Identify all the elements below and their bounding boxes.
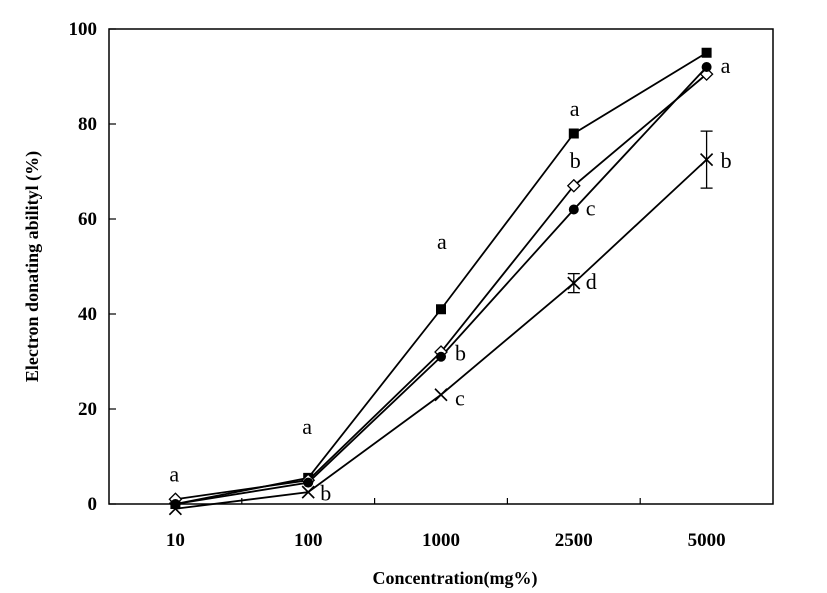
data-point-circle bbox=[568, 204, 579, 215]
significance-label: c bbox=[455, 386, 465, 411]
y-axis-title: Electron donating abilityl (%) bbox=[22, 151, 43, 382]
significance-label: a bbox=[570, 96, 580, 121]
significance-label: a bbox=[169, 462, 179, 487]
data-point-circle bbox=[170, 499, 181, 509]
data-point-cross bbox=[700, 153, 714, 167]
data-point-diamond bbox=[699, 67, 714, 82]
series-line bbox=[175, 158, 708, 510]
data-point-square bbox=[568, 128, 579, 139]
y-tick-label: 40 bbox=[78, 304, 97, 325]
x-axis-title: Concentration(mg%) bbox=[373, 568, 538, 589]
y-tick-label: 0 bbox=[88, 494, 98, 515]
x-tick-label: 100 bbox=[294, 530, 323, 551]
x-tick-label: 5000 bbox=[688, 530, 726, 551]
y-tick-label: 20 bbox=[78, 399, 97, 420]
x-tick-label: 2500 bbox=[555, 530, 593, 551]
data-point-circle bbox=[436, 351, 446, 362]
series-line bbox=[175, 66, 708, 505]
data-point-cross bbox=[434, 388, 448, 402]
data-point-diamond bbox=[566, 178, 581, 193]
x-tick-label: 10 bbox=[166, 530, 185, 551]
series-line bbox=[175, 73, 708, 501]
y-tick-label: 100 bbox=[69, 19, 98, 40]
data-point-cross bbox=[168, 502, 182, 516]
data-point-cross bbox=[301, 485, 315, 499]
data-point-square bbox=[701, 47, 712, 58]
data-point-square bbox=[436, 304, 446, 315]
significance-label: b bbox=[320, 481, 331, 506]
y-tick-label: 60 bbox=[78, 209, 97, 230]
x-tick-label: 1000 bbox=[422, 530, 460, 551]
significance-label: a bbox=[721, 53, 731, 78]
significance-label: a bbox=[302, 414, 312, 439]
data-point-circle bbox=[303, 477, 314, 488]
significance-label: a bbox=[437, 229, 447, 254]
significance-label: b bbox=[570, 148, 581, 173]
y-tick-label: 80 bbox=[78, 114, 97, 135]
significance-label: c bbox=[586, 196, 596, 221]
plot-area-frame bbox=[108, 28, 774, 505]
significance-label: d bbox=[586, 269, 597, 294]
significance-label: b bbox=[721, 148, 732, 173]
data-point-cross bbox=[567, 276, 581, 290]
data-point-circle bbox=[701, 62, 712, 72]
significance-label: b bbox=[455, 340, 466, 365]
series-line bbox=[175, 51, 708, 505]
